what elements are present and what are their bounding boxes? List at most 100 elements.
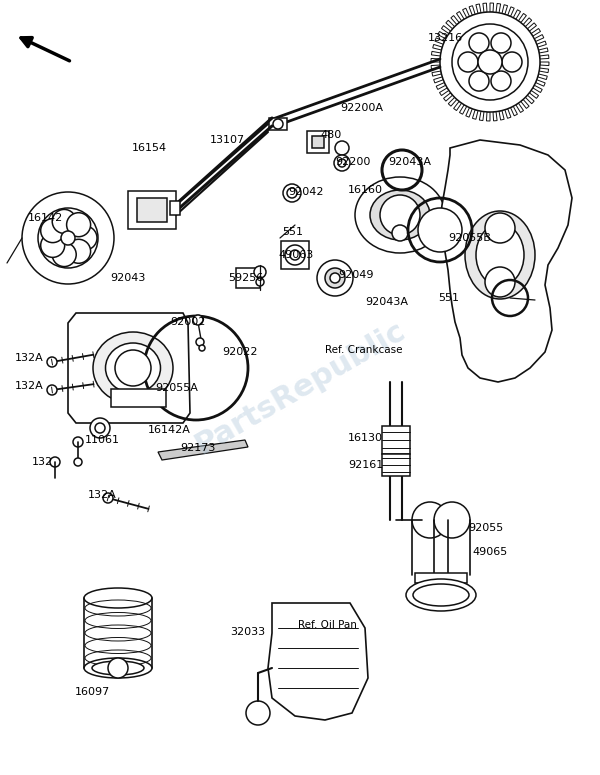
Circle shape	[52, 243, 76, 267]
Polygon shape	[434, 77, 443, 83]
Polygon shape	[158, 440, 248, 460]
Text: 59256: 59256	[228, 273, 263, 283]
Text: 480: 480	[320, 130, 341, 140]
Circle shape	[338, 159, 346, 167]
Text: 32033: 32033	[230, 627, 265, 637]
Circle shape	[67, 239, 91, 264]
Ellipse shape	[465, 211, 535, 299]
Circle shape	[334, 155, 350, 171]
Circle shape	[434, 502, 470, 538]
Text: 92043A: 92043A	[365, 297, 408, 307]
Ellipse shape	[476, 224, 524, 286]
Text: 132: 132	[32, 457, 53, 467]
Circle shape	[485, 267, 515, 297]
Bar	[269, 118, 287, 130]
Polygon shape	[493, 112, 497, 121]
Text: 16142A: 16142A	[148, 425, 191, 435]
Polygon shape	[539, 55, 549, 59]
Polygon shape	[540, 62, 549, 66]
Circle shape	[412, 502, 448, 538]
Polygon shape	[454, 102, 461, 111]
Text: 16142: 16142	[28, 213, 63, 223]
Polygon shape	[538, 74, 547, 80]
Circle shape	[491, 71, 511, 91]
Polygon shape	[433, 44, 442, 50]
Circle shape	[73, 226, 97, 250]
Polygon shape	[508, 7, 514, 16]
Polygon shape	[268, 603, 368, 720]
Circle shape	[73, 437, 83, 447]
Ellipse shape	[93, 332, 173, 404]
Circle shape	[38, 208, 98, 268]
Ellipse shape	[355, 177, 445, 253]
Polygon shape	[483, 3, 487, 12]
Circle shape	[47, 385, 57, 395]
Text: 92049: 92049	[338, 270, 373, 280]
Polygon shape	[529, 91, 539, 98]
Text: 92055B: 92055B	[448, 233, 491, 243]
Text: 92043: 92043	[110, 273, 145, 283]
Polygon shape	[502, 5, 508, 14]
Circle shape	[67, 212, 91, 236]
Circle shape	[115, 350, 151, 386]
Text: 92055: 92055	[468, 523, 503, 533]
Bar	[236, 268, 260, 288]
Polygon shape	[533, 85, 542, 92]
Polygon shape	[436, 82, 446, 89]
Text: Ref. Crankcase: Ref. Crankcase	[325, 345, 403, 355]
Circle shape	[199, 345, 205, 351]
Bar	[137, 198, 167, 222]
Polygon shape	[539, 48, 548, 53]
Text: 92002: 92002	[170, 317, 205, 327]
Bar	[382, 426, 410, 454]
Polygon shape	[460, 105, 467, 114]
Polygon shape	[521, 99, 529, 109]
Polygon shape	[457, 12, 464, 21]
Polygon shape	[469, 5, 475, 16]
Circle shape	[335, 141, 349, 155]
Circle shape	[74, 458, 82, 466]
Polygon shape	[431, 58, 440, 62]
Circle shape	[290, 250, 300, 260]
Circle shape	[90, 418, 110, 438]
Circle shape	[380, 195, 420, 235]
Bar	[415, 573, 467, 583]
Polygon shape	[466, 108, 472, 117]
Polygon shape	[440, 88, 449, 95]
Circle shape	[478, 50, 502, 74]
Bar	[312, 136, 324, 148]
Bar	[128, 191, 176, 229]
Ellipse shape	[84, 588, 152, 608]
Ellipse shape	[406, 579, 476, 611]
Circle shape	[22, 192, 114, 284]
Circle shape	[50, 457, 60, 467]
Polygon shape	[463, 9, 469, 18]
Polygon shape	[431, 65, 440, 69]
Circle shape	[103, 493, 113, 503]
Text: 132A: 132A	[15, 381, 44, 391]
Polygon shape	[438, 32, 447, 39]
Circle shape	[108, 658, 128, 678]
Polygon shape	[435, 38, 445, 44]
Circle shape	[95, 423, 105, 433]
Text: 16154: 16154	[132, 143, 167, 153]
Text: 132A: 132A	[88, 490, 117, 500]
Polygon shape	[536, 80, 545, 86]
Text: 13107: 13107	[210, 135, 245, 145]
Polygon shape	[476, 4, 481, 13]
Circle shape	[287, 188, 297, 198]
Circle shape	[491, 33, 511, 53]
Ellipse shape	[370, 190, 430, 240]
Text: 551: 551	[282, 227, 303, 237]
Circle shape	[440, 12, 540, 112]
Bar	[110, 389, 166, 407]
Polygon shape	[431, 51, 441, 56]
Polygon shape	[479, 111, 484, 121]
Polygon shape	[432, 71, 442, 76]
Polygon shape	[513, 10, 521, 19]
Circle shape	[61, 231, 75, 245]
Text: 551: 551	[438, 293, 459, 303]
Polygon shape	[527, 23, 536, 31]
Circle shape	[469, 71, 489, 91]
Bar	[382, 454, 410, 476]
